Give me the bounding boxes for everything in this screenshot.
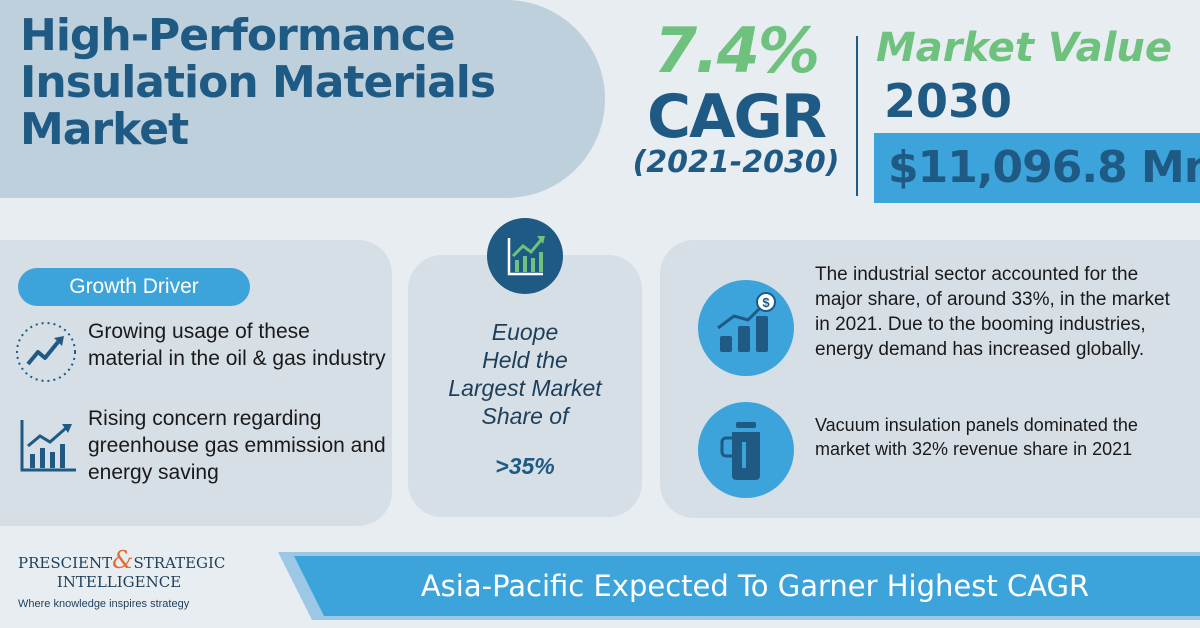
bar-chart-icon xyxy=(18,418,78,474)
title-line-3: Market xyxy=(20,104,189,155)
market-value-box xyxy=(874,133,1200,203)
driver-text-2: Rising concern regarding greenhouse gas … xyxy=(88,407,386,484)
region-share: >35% xyxy=(495,453,555,479)
cagr-value: 7.4% xyxy=(654,14,820,87)
cagr-period: (2021-2030) xyxy=(632,145,840,180)
region-line-3: Largest Market xyxy=(448,375,602,401)
logo-line-1: PRESCIENT&STRATEGIC xyxy=(18,548,226,573)
header-divider xyxy=(856,36,858,196)
market-value-title: Market Value xyxy=(876,25,1173,71)
region-line-2: Held the xyxy=(482,347,568,373)
cagr-label: CAGR xyxy=(647,82,827,152)
company-logo: PRESCIENT&STRATEGIC INTELLIGENCE Where k… xyxy=(18,548,258,620)
title-line-2: Insulation Materials xyxy=(20,57,496,108)
thermos-icon xyxy=(698,402,794,498)
region-line-1: Euope xyxy=(491,319,559,345)
growth-driver-label: Growth Driver xyxy=(18,268,250,306)
logo-word-strategic: STRATEGIC xyxy=(133,554,226,572)
region-card xyxy=(408,255,642,517)
money-growth-icon: $ xyxy=(698,280,794,376)
logo-ampersand: & xyxy=(112,546,134,574)
stat-text-industrial: The industrial sector accounted for the … xyxy=(815,264,1170,360)
bottom-banner xyxy=(294,556,1200,616)
growth-chart-icon xyxy=(487,218,563,294)
trend-up-icon xyxy=(14,320,78,384)
market-value-amount: $11,096.8 Mn xyxy=(888,142,1200,193)
title-line-1: High-Performance xyxy=(20,10,456,61)
stat-text-vacuum: Vacuum insulation panels dominated the m… xyxy=(815,415,1138,459)
logo-word-prescient: PRESCIENT xyxy=(18,554,113,572)
logo-line-2: INTELLIGENCE xyxy=(56,573,182,591)
region-line-4: Share of xyxy=(481,403,569,429)
logo-tagline: Where knowledge inspires strategy xyxy=(18,598,190,610)
banner-text: Asia-Pacific Expected To Garner Highest … xyxy=(420,569,1090,603)
page-title: High-Performance Insulation Materials Ma… xyxy=(20,12,600,153)
driver-text-1: Growing usage of these material in the o… xyxy=(88,320,386,370)
region-description: Euope Held the Largest Market Share of xyxy=(420,318,630,430)
svg-text:$: $ xyxy=(762,295,770,310)
title-panel xyxy=(0,0,605,198)
market-value-year: 2030 xyxy=(884,74,1013,128)
